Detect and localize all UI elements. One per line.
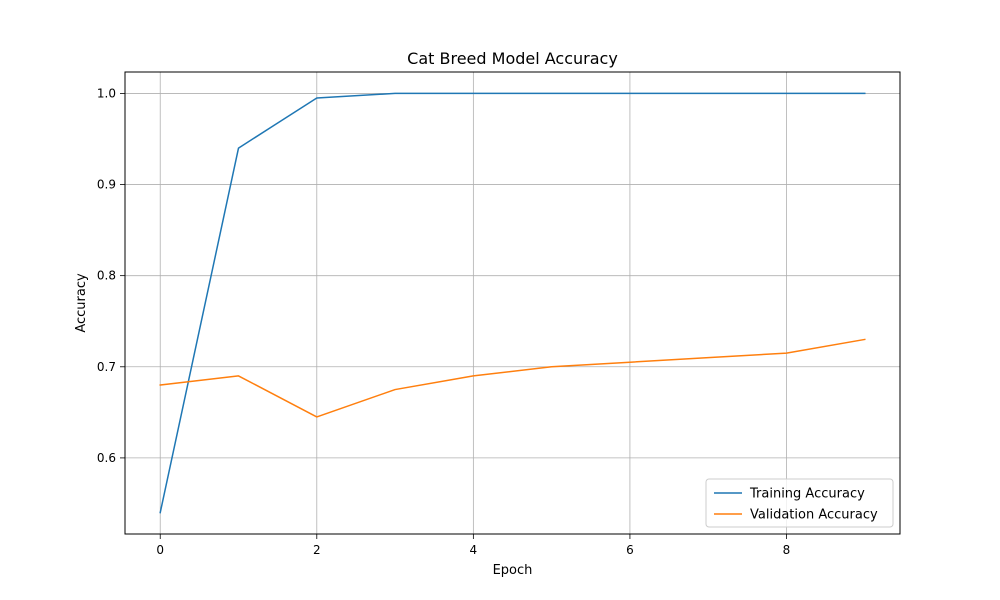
y-tick-label: 1.0 [97, 86, 116, 100]
plot-frame [124, 71, 901, 535]
legend: Training Accuracy Validation Accuracy [705, 478, 894, 528]
series-line-validation-accuracy [159, 338, 866, 418]
y-axis-label: Accuracy [74, 273, 89, 333]
y-tick-label: 0.6 [97, 451, 116, 465]
x-tick-label: 8 [783, 543, 791, 557]
y-tick-label: 0.7 [97, 360, 116, 374]
x-tick-label: 2 [313, 543, 321, 557]
x-axis-label: Epoch [493, 563, 533, 578]
x-tick-label: 0 [156, 543, 164, 557]
y-tick-label: 0.8 [97, 269, 116, 283]
series-line-training-accuracy [159, 92, 866, 514]
legend-box [705, 478, 894, 528]
legend-label: Validation Accuracy [750, 508, 878, 523]
x-tick-label: 4 [470, 543, 478, 557]
legend-label: Training Accuracy [749, 487, 865, 502]
x-tick-label: 6 [626, 543, 634, 557]
chart-title: Cat Breed Model Accuracy [407, 49, 618, 68]
y-tick-label: 0.9 [97, 178, 116, 192]
series-lines [159, 92, 866, 514]
axis-ticks: 0 2 4 6 8 0.6 0.7 0.8 0.9 1.0 [97, 86, 790, 557]
